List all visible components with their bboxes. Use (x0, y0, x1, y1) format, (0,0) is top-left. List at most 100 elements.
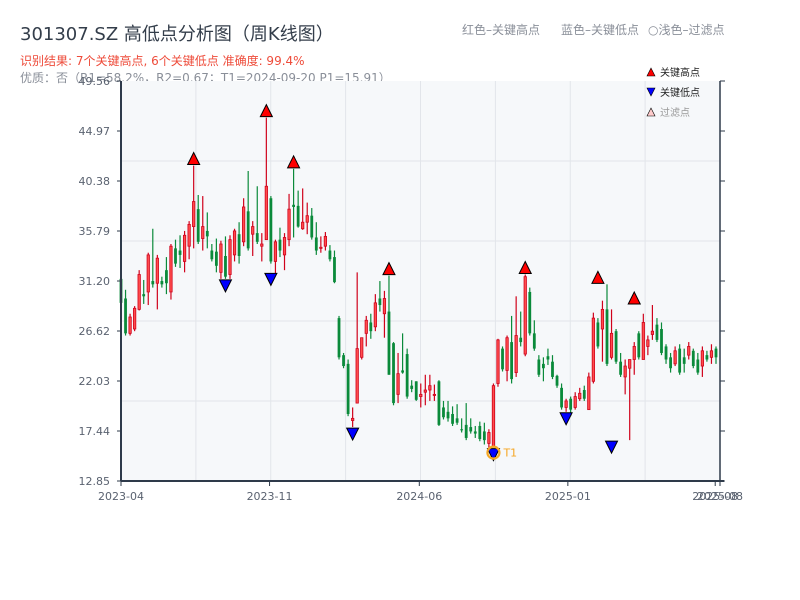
candle-body-up (423, 389, 427, 393)
candle-body-down (519, 337, 523, 343)
candle-body-down (660, 328, 663, 353)
candle-body-up (187, 223, 191, 247)
candle-body-down (337, 318, 341, 358)
y-tick-label: 22.03 (79, 375, 111, 388)
candle-body-up (146, 254, 150, 293)
candle-body-down (655, 324, 659, 340)
candle-body-up (219, 243, 223, 273)
y-tick-label: 35.79 (79, 225, 111, 238)
candle-body-down (510, 342, 514, 380)
t1-label: T1 (502, 447, 517, 460)
candle-body-up (319, 246, 323, 249)
candle-body-up (578, 392, 582, 400)
candle-body-down (205, 230, 209, 237)
candle-body-up (351, 417, 355, 421)
candle-body-up (514, 335, 518, 373)
legend-label: 关键低点 (660, 86, 700, 99)
candle-body-up (491, 385, 496, 448)
candle-body-up (419, 393, 423, 397)
y-tick-label: 49.56 (79, 75, 111, 88)
candles (119, 117, 718, 448)
candle-body-down (369, 322, 373, 332)
candle-body-up (623, 365, 627, 378)
candle-body-down (224, 255, 227, 277)
candle-body-up (673, 350, 677, 365)
candle-body-up (133, 307, 137, 330)
candle-body-down (442, 407, 445, 418)
y-tick-label: 12.85 (79, 475, 111, 488)
candle-body-down (392, 343, 395, 404)
candle-body-up (487, 432, 491, 444)
candle-body-down (582, 390, 586, 399)
candle-body-down (160, 281, 164, 285)
x-tick-label: 2025-01 (545, 490, 591, 503)
candle-body-down (501, 348, 504, 370)
candle-body-up (632, 346, 636, 360)
candle-body-up (364, 319, 368, 334)
candle-body-up (564, 400, 568, 408)
candle-body-down (669, 357, 672, 369)
candle-body-down (446, 411, 450, 419)
candle-body-down (464, 424, 468, 438)
candle-body-down (705, 355, 709, 360)
grid-lines (121, 81, 720, 481)
y-tick-label: 40.38 (79, 175, 111, 188)
candle-body-up (646, 339, 650, 347)
candle-body-up (273, 241, 278, 262)
candle-body-down (269, 198, 273, 262)
t1-circle-icon (486, 445, 501, 460)
legend-label: 关键高点 (660, 66, 700, 79)
legend-low-icon (646, 87, 656, 97)
candle-body-up (201, 226, 205, 239)
y-tick-label: 44.97 (79, 125, 111, 138)
candle-body-up (305, 215, 309, 223)
candle-body-up (137, 274, 141, 310)
candle-body-down (478, 425, 482, 440)
candle-body-up (251, 226, 255, 235)
candle-body-down (537, 359, 541, 375)
y-tick-label: 17.44 (79, 425, 111, 438)
candle-body-down (178, 250, 182, 255)
candle-body-up (687, 346, 691, 356)
key-high-marker-icon (382, 261, 396, 276)
candle-body-down (401, 370, 405, 373)
candle-body-down (460, 429, 464, 431)
candle-body-up (232, 230, 237, 256)
candle-body-up (496, 339, 500, 384)
candle-body-down (605, 309, 609, 364)
candle-body-down (151, 281, 155, 285)
candle-body-up (182, 234, 187, 262)
candle-body-down (682, 357, 686, 364)
candle-body-down (619, 361, 623, 375)
candle-body-down (387, 311, 391, 375)
key-high-marker-icon (186, 151, 201, 166)
top-legend-low: 蓝色–关键低点 (561, 23, 640, 37)
candle-body-down (210, 250, 214, 260)
key-high-marker-icon (518, 260, 533, 275)
candle-body-down (637, 333, 641, 358)
candle-body-down (528, 291, 532, 334)
candle-body-up (396, 373, 400, 395)
candle-body-down (410, 385, 414, 389)
key-high-marker-icon (591, 270, 605, 284)
candle-body-up (169, 245, 173, 293)
key-low-marker-icon (604, 440, 619, 455)
candle-body-up (242, 206, 246, 243)
candle-body-down (214, 251, 218, 266)
candle-body-down (678, 348, 682, 373)
candle-body-down (664, 346, 668, 360)
candle-body-up (505, 337, 509, 371)
candle-body-down (437, 381, 441, 425)
candle-body-down (342, 355, 345, 367)
candle-body-up (587, 376, 591, 411)
candle-body-up (192, 201, 196, 227)
candle-body-down (310, 215, 314, 238)
candle-body-up (323, 235, 327, 247)
key-low-marker-icon (486, 448, 501, 462)
candle-body-down (560, 387, 563, 408)
key-low-marker-icon (264, 272, 278, 287)
candle-body-up (260, 243, 264, 247)
candle-body-down (696, 359, 700, 373)
x-tick-label: 2025-08 (692, 490, 738, 503)
